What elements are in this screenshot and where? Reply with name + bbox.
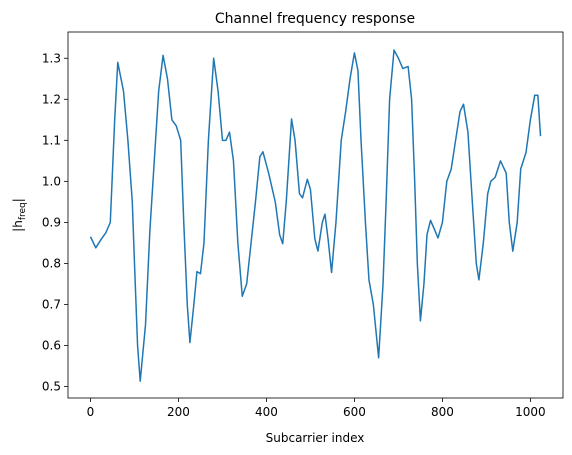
y-label-subscript: freq [18, 202, 28, 220]
x-axis-label: Subcarrier index [266, 431, 365, 445]
y-tick-label: 0.8 [42, 256, 61, 270]
x-tick-label: 800 [431, 405, 454, 419]
chart-title: Channel frequency response [215, 11, 415, 27]
y-axis-label: |hfreq| [11, 198, 28, 232]
x-tick-label: 400 [255, 405, 278, 419]
data-line [89, 49, 542, 382]
x-tick-label: 0 [87, 405, 95, 419]
plot-frame [67, 31, 564, 399]
y-tick-label: 0.5 [42, 380, 61, 394]
y-tick-label: 1.1 [42, 133, 61, 147]
y-tick-label: 1.0 [42, 174, 61, 188]
y-label-part: |h [11, 220, 25, 232]
y-tick-label: 1.2 [42, 92, 61, 106]
y-tick-label: 0.9 [42, 215, 61, 229]
y-tick-label: 0.7 [42, 297, 61, 311]
x-tick-label: 600 [343, 405, 366, 419]
y-tick-label: 1.3 [42, 51, 61, 65]
x-tick-label: 1000 [515, 405, 546, 419]
y-label-part: | [11, 198, 25, 202]
x-tick-label: 200 [167, 405, 190, 419]
y-tick-label: 0.6 [42, 338, 61, 352]
